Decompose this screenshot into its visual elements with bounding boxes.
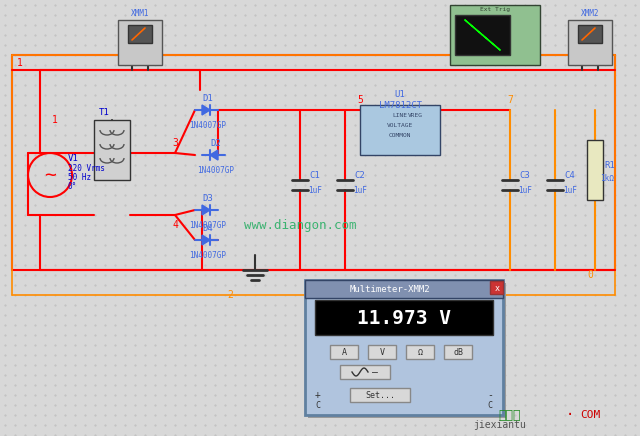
Text: 1: 1 — [17, 58, 23, 68]
Text: 1N4007GP: 1N4007GP — [198, 166, 234, 174]
Polygon shape — [202, 105, 210, 115]
Text: COMMON: COMMON — [388, 133, 412, 137]
Text: D2: D2 — [211, 139, 221, 147]
Text: 2: 2 — [227, 290, 233, 300]
Text: V1: V1 — [68, 153, 79, 163]
Text: 0: 0 — [587, 270, 593, 280]
Bar — [118, 20, 162, 65]
Text: 1uF: 1uF — [563, 185, 577, 194]
Bar — [568, 20, 612, 65]
Text: 1N4007GP: 1N4007GP — [189, 120, 227, 129]
Text: Ext Trig: Ext Trig — [480, 7, 510, 13]
Text: 1uF: 1uF — [518, 185, 532, 194]
Text: XMM2: XMM2 — [580, 10, 599, 18]
Polygon shape — [202, 235, 210, 245]
Bar — [368, 345, 396, 359]
Text: 5: 5 — [357, 95, 363, 105]
Text: 1kΩ: 1kΩ — [600, 174, 614, 183]
Text: C: C — [316, 401, 321, 409]
Bar — [406, 345, 434, 359]
Bar — [305, 280, 503, 415]
Bar — [340, 365, 390, 379]
Bar — [450, 5, 540, 65]
Text: A: A — [342, 347, 346, 357]
Bar — [360, 105, 440, 155]
Text: D3: D3 — [203, 194, 213, 202]
Text: -: - — [487, 390, 493, 400]
Bar — [128, 25, 152, 43]
Text: 7: 7 — [507, 95, 513, 105]
Text: jiexiantu: jiexiantu — [474, 420, 527, 430]
Bar — [94, 120, 130, 180]
Text: C4: C4 — [564, 170, 575, 180]
Bar — [315, 300, 493, 335]
Bar — [350, 388, 410, 402]
Text: 0°: 0° — [68, 181, 77, 191]
Text: ·: · — [566, 408, 574, 422]
Text: U1
LM7812CT: U1 LM7812CT — [378, 90, 422, 110]
Bar — [578, 25, 602, 43]
Bar — [305, 280, 503, 298]
Bar — [455, 15, 510, 55]
Text: ~: ~ — [44, 166, 56, 184]
Polygon shape — [202, 205, 210, 215]
Text: x: x — [495, 283, 499, 293]
Text: dB: dB — [453, 347, 463, 357]
Text: 4: 4 — [172, 220, 178, 230]
Text: 11.973 V: 11.973 V — [357, 309, 451, 327]
Text: VOLTAGE: VOLTAGE — [387, 123, 413, 127]
Text: D4: D4 — [203, 224, 213, 232]
Text: COM: COM — [580, 410, 600, 420]
Text: 50 Hz: 50 Hz — [68, 173, 91, 181]
Text: 1uF: 1uF — [353, 185, 367, 194]
Text: R1: R1 — [605, 160, 616, 170]
Text: 1N4007GP: 1N4007GP — [189, 221, 227, 229]
Bar — [308, 283, 506, 418]
Text: C3: C3 — [520, 170, 531, 180]
Text: Set...: Set... — [365, 391, 395, 399]
Text: 1uF: 1uF — [308, 185, 322, 194]
Text: VREG: VREG — [408, 112, 422, 117]
Text: 1N4007GP: 1N4007GP — [189, 251, 227, 259]
Text: V: V — [380, 347, 385, 357]
Text: C: C — [488, 401, 493, 409]
Text: Ω: Ω — [417, 347, 422, 357]
Text: Multimeter-XMM2: Multimeter-XMM2 — [349, 285, 430, 293]
Bar — [587, 140, 603, 200]
Text: 220 Vrms: 220 Vrms — [68, 164, 105, 173]
Bar — [444, 345, 472, 359]
Text: D1: D1 — [203, 93, 213, 102]
Text: C1: C1 — [310, 170, 321, 180]
Bar — [490, 281, 503, 294]
Bar — [330, 345, 358, 359]
Text: —: — — [372, 367, 378, 377]
Text: LINE: LINE — [392, 112, 408, 117]
Text: C2: C2 — [355, 170, 365, 180]
Polygon shape — [210, 150, 218, 160]
Text: 接线图: 接线图 — [499, 409, 521, 422]
Text: 3: 3 — [172, 138, 178, 148]
Text: 1: 1 — [52, 115, 58, 125]
Text: +: + — [315, 390, 321, 400]
Text: T1: T1 — [99, 108, 109, 116]
Text: XMM1: XMM1 — [131, 10, 149, 18]
Text: www.diangon.com: www.diangon.com — [244, 218, 356, 232]
